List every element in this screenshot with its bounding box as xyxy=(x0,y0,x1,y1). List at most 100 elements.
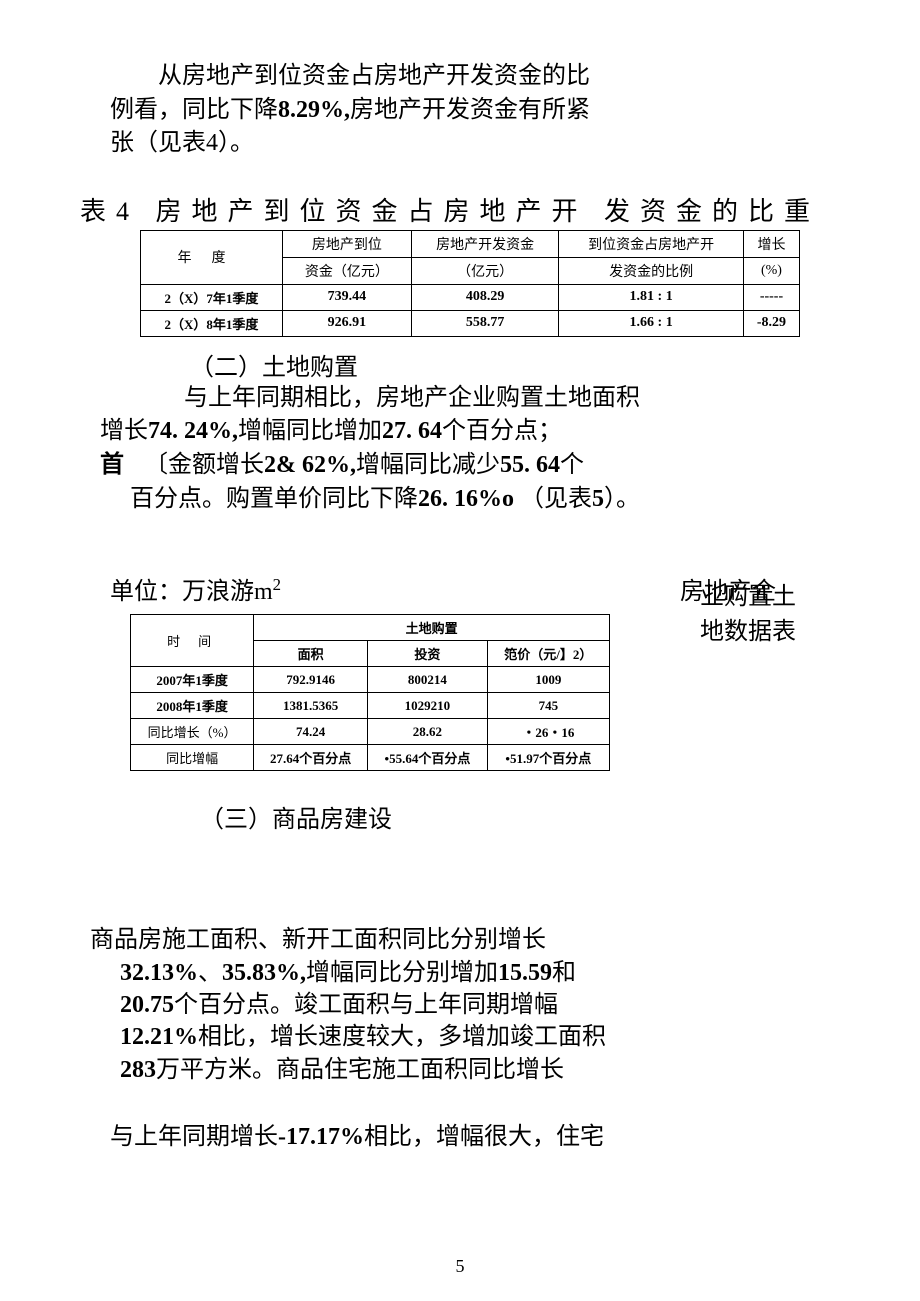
table-row: 2008年1季度 1381.5365 1029210 745 xyxy=(131,693,610,719)
p3-mid4: 万平方米。商品住宅施工面积同比增长 xyxy=(156,1057,564,1083)
table-row: 年度 房地产到位 房地产开发资金 到位资金占房地产开 增长 xyxy=(141,230,800,257)
t4-h-year: 年度 xyxy=(141,230,283,284)
t4-r1-c2: 558.77 xyxy=(411,310,558,336)
p2-l4-suf: （见表 xyxy=(514,486,592,512)
t5-h-group: 土地购置 xyxy=(254,615,610,641)
t5-h-c1: 面积 xyxy=(254,641,368,667)
t4-r1-c1: 926.91 xyxy=(283,310,412,336)
t4-h-c3l1: 到位资金占房地产开 xyxy=(559,230,744,257)
p2-l2-b1: 74. 24%, xyxy=(148,418,238,444)
unit-right-l3: 地数据表 xyxy=(700,611,840,646)
t4-h-c4l2: (%) xyxy=(743,257,799,284)
t4-h-c2l2: （亿元） xyxy=(411,257,558,284)
t4-r1-label: 2（X）8年1季度 xyxy=(141,310,283,336)
table-row: 2（X）7年1季度 739.44 408.29 1.81 : 1 ----- xyxy=(141,284,800,310)
t4-r0-c4: ----- xyxy=(743,284,799,310)
section-3-title: （三）商品房建设 xyxy=(200,799,840,834)
table-5: 时间 土地购置 面积 投资 笵价（元/】2） 2007年1季度 792.9146… xyxy=(130,614,610,771)
t5-h-c3: 笵价（元/】2） xyxy=(487,641,609,667)
t5-r3-label: 同比增幅 xyxy=(131,745,254,771)
t5-r0-c2: 800214 xyxy=(368,667,488,693)
p1-l2-pre: 例看，同比下降 xyxy=(110,97,278,123)
t5-r0-c1: 792.9146 xyxy=(254,667,368,693)
p1-l1: 从房地产到位资金占房地产开发资金的比 xyxy=(158,63,590,89)
p2-l3-b2: 55. 64 xyxy=(500,452,560,478)
t4-h-c1l2: 资金（亿元） xyxy=(283,257,412,284)
p2-l4-b1: 26. 16%o xyxy=(418,486,514,512)
t5-r2-c1: 74.24 xyxy=(254,719,368,745)
unit-left: 单位：万浪游m2 xyxy=(110,571,281,606)
table-row: 同比增长（%） 74.24 28.62 ・26・16 xyxy=(131,719,610,745)
p3-sep1: 、 xyxy=(198,960,222,986)
p3-b5: 12.21% xyxy=(120,1024,198,1050)
p2-l2-pre: 增长 xyxy=(100,418,148,444)
t4-h-c1l1: 房地产到位 xyxy=(283,230,412,257)
t5-r0-label: 2007年1季度 xyxy=(131,667,254,693)
p3-l1: 商品房施工面积、新开工面积同比分别增长 xyxy=(90,927,546,953)
p2-l2-b2: 27. 64 xyxy=(382,418,442,444)
p2-l3-b1: 2& 62%, xyxy=(264,452,356,478)
t4-r0-c3: 1.81 : 1 xyxy=(559,284,744,310)
t4-h-c2l1: 房地产开发资金 xyxy=(411,230,558,257)
p4-pre: 与上年同期增长 xyxy=(110,1124,278,1150)
p3-mid2: 个百分点。竣工面积与上年同期增幅 xyxy=(174,992,558,1018)
table-row: 时间 土地购置 xyxy=(131,615,610,641)
t5-r1-c2: 1029210 xyxy=(368,693,488,719)
t5-h-time: 时间 xyxy=(131,615,254,667)
t5-r3-c1: 27.64个百分点 xyxy=(254,745,368,771)
table5-side-label: 业购置土 地数据表 xyxy=(700,576,840,646)
t5-r1-label: 2008年1季度 xyxy=(131,693,254,719)
t5-r3-c3: •51.97个百分点 xyxy=(487,745,609,771)
paragraph-4: 与上年同期增长-17.17%相比，增幅很大，住宅 xyxy=(80,1116,840,1151)
unit-left-prefix: 单位：万浪游 xyxy=(110,579,254,605)
t4-r1-c4: -8.29 xyxy=(743,310,799,336)
t5-r2-c3: ・26・16 xyxy=(487,719,609,745)
p2-l3-shou: 首 xyxy=(100,452,124,478)
table-row: 2007年1季度 792.9146 800214 1009 xyxy=(131,667,610,693)
table-row: 2（X）8年1季度 926.91 558.77 1.66 : 1 -8.29 xyxy=(141,310,800,336)
p3-mid1: 增幅同比分别增加 xyxy=(306,960,498,986)
p2-l3-pre: 〔金额增长 xyxy=(144,452,264,478)
p3-b2: 35.83%, xyxy=(222,960,306,986)
p3-b4: 20.75 xyxy=(120,992,174,1018)
p4-suf: 相比，增幅很大，住宅 xyxy=(364,1124,604,1150)
t4-r1-c3: 1.66 : 1 xyxy=(559,310,744,336)
p2-l3-mid: 增幅同比减少 xyxy=(356,452,500,478)
p1-l2-bold: 8.29%, xyxy=(278,97,350,123)
t5-r3-c2: •55.64个百分点 xyxy=(368,745,488,771)
table-4: 年度 房地产到位 房地产开发资金 到位资金占房地产开 增长 资金（亿元） （亿元… xyxy=(140,230,800,337)
t4-h-c4l1: 增长 xyxy=(743,230,799,257)
p2-l2-mid: 增幅同比增加 xyxy=(238,418,382,444)
paragraph-3: 商品房施工面积、新开工面积同比分别增长 32.13%、35.83%,增幅同比分别… xyxy=(80,924,840,1086)
unit-right-l2: 业购置土 xyxy=(700,576,840,611)
t5-r1-c1: 1381.5365 xyxy=(254,693,368,719)
paragraph-1: 从房地产到位资金占房地产开发资金的比 例看，同比下降8.29%,房地产开发资金有… xyxy=(80,60,840,161)
t5-h-c2: 投资 xyxy=(368,641,488,667)
page-number: 5 xyxy=(0,1256,920,1277)
p3-b1: 32.13% xyxy=(120,960,198,986)
t4-r0-c1: 739.44 xyxy=(283,284,412,310)
p3-mid3: 相比，增长速度较大，多增加竣工面积 xyxy=(198,1024,606,1050)
p2-l4-b2: 5 xyxy=(592,486,604,512)
t5-r0-c3: 1009 xyxy=(487,667,609,693)
t4-r0-c2: 408.29 xyxy=(411,284,558,310)
table-row: 同比增幅 27.64个百分点 •55.64个百分点 •51.97个百分点 xyxy=(131,745,610,771)
section-2-title: （二）土地购置 xyxy=(190,347,840,382)
t5-r2-c2: 28.62 xyxy=(368,719,488,745)
unit-left-unit: m xyxy=(254,579,273,605)
p3-b3: 15.59 xyxy=(498,960,552,986)
paragraph-2: 与上年同期相比，房地产企业购置土地面积 增长74. 24%,增幅同比增加27. … xyxy=(80,382,840,516)
p3-mid1-suf: 和 xyxy=(552,960,576,986)
t5-r2-label: 同比增长（%） xyxy=(131,719,254,745)
p3-b6: 283 xyxy=(120,1057,156,1083)
p2-l4-pre: 百分点。购置单价同比下降 xyxy=(130,486,418,512)
p2-l1: 与上年同期相比，房地产企业购置土地面积 xyxy=(184,385,640,411)
table4-title: 表4 房地产到位资金占房地产开 发资金的比重 xyxy=(80,191,840,228)
unit-left-sup: 2 xyxy=(273,575,281,594)
p1-l2-suf: 房地产开发资金有所紧 xyxy=(350,97,590,123)
t4-r0-label: 2（X）7年1季度 xyxy=(141,284,283,310)
p2-l2-suf: 个百分点； xyxy=(442,418,562,444)
p4-b1: -17.17% xyxy=(278,1124,364,1150)
t5-r1-c3: 745 xyxy=(487,693,609,719)
p2-l3-suf: 个 xyxy=(560,452,584,478)
